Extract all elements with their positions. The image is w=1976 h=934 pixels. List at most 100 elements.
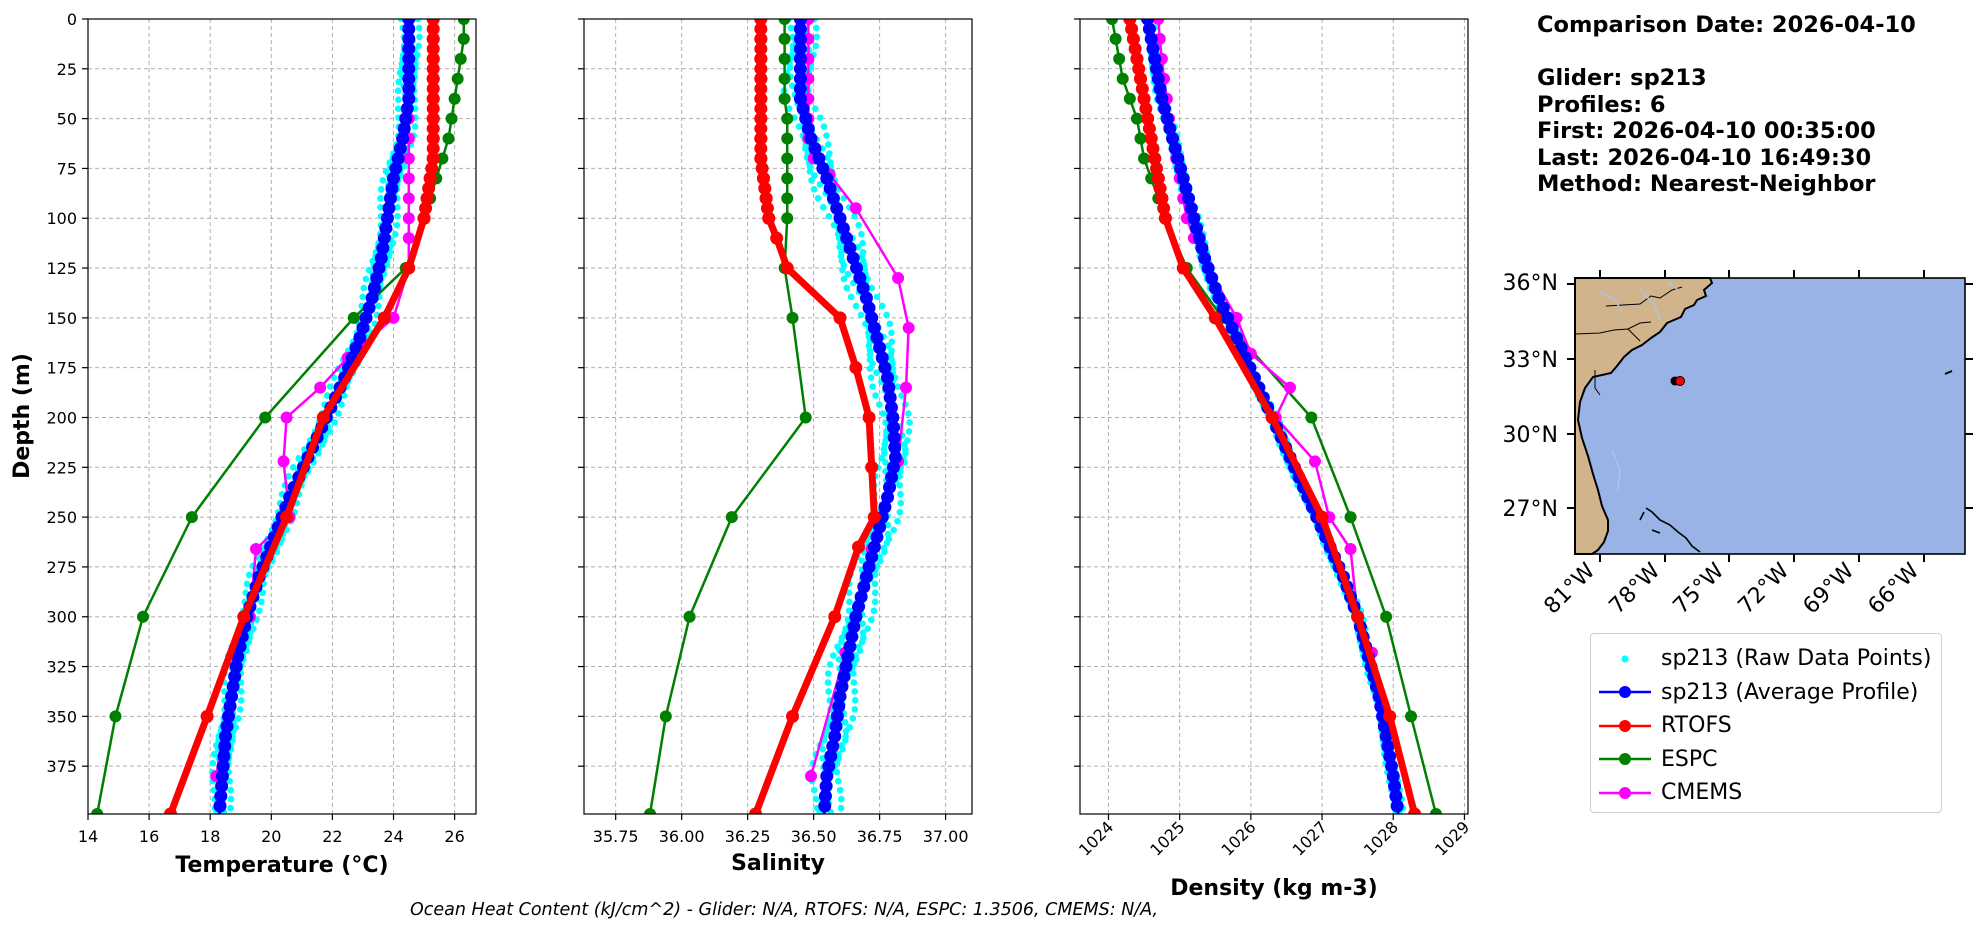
series-marker [420,191,434,205]
glider-name: Glider: sp213 [1537,65,1707,91]
series-marker [793,52,807,66]
temperature-ticks: 14 16 18 20 22 24 26 0 25 50 75 100 125 150 175 200 225 2… [46,10,464,846]
raw-data-point [840,275,848,283]
series-marker [1383,749,1397,763]
series-marker [1176,261,1190,275]
profile-count: Profiles: 6 [1537,91,1666,118]
series-marker [382,201,396,215]
x-tick-label: 36.25 [725,827,771,846]
raw-data-point [868,284,876,292]
y-tick-label: 225 [46,458,77,477]
raw-data-point [838,741,845,749]
raw-data-point [411,123,419,130]
y-tick-label: 25 [57,60,77,79]
series-marker [220,719,234,733]
series-marker [1150,161,1164,175]
series-marker [1389,789,1403,803]
raw-data-point [837,804,845,812]
series-marker [870,530,884,544]
series-marker [402,172,415,185]
series-marker [377,231,391,245]
density-frame [1079,18,1469,815]
series-marker [393,142,407,156]
series-marker [1344,511,1357,524]
series-marker [852,600,866,614]
series-marker [812,151,826,165]
series-marker [1158,102,1172,116]
series-marker [389,161,403,175]
series-marker [781,172,794,185]
map-lon-labels: 81°W 78°W 75°W 72°W 69°W 66°W [1540,558,1925,619]
raw-data-point [806,168,814,175]
raw-data-point [859,620,866,628]
lon-label: 72°W [1734,558,1795,619]
raw-data-point [414,19,422,23]
x-tick-label: 26 [444,827,464,846]
series-marker [759,191,773,205]
raw-data-point [819,203,827,211]
series-marker [402,72,416,86]
series-marker [422,181,436,195]
series-marker [754,62,768,76]
series-marker [237,610,251,624]
map-land [1574,277,1714,555]
legend-label: CMEMS [1661,780,1743,806]
series-marker [387,311,400,324]
series-marker [402,92,416,106]
series-marker [754,142,768,156]
series-marker [780,261,794,275]
legend-label: sp213 (Average Profile) [1661,679,1919,705]
raw-data-point [394,203,401,211]
raw-data-point [847,293,855,301]
series-marker [762,211,776,225]
series-marker [826,739,840,753]
series-marker [426,122,440,136]
raw-data-point [326,383,334,390]
series-marker [754,42,768,56]
map-islands [1639,507,1701,553]
raw-data-point [824,141,832,148]
series-marker [830,709,844,723]
series-marker [1190,221,1204,235]
raw-data-point [221,688,228,695]
raw-data-point [846,724,853,731]
series-marker [400,102,414,116]
y-tick-label: 75 [57,159,77,178]
raw-data-point [849,670,857,677]
raw-data-point [259,589,266,597]
raw-data-point [819,745,827,753]
raw-data-point [838,795,845,803]
raw-data-point [837,252,845,260]
series-marker [1155,191,1169,205]
series-marker [793,32,807,46]
raw-data-point [896,508,904,516]
series-marker [883,391,897,405]
raw-data-point [237,697,245,704]
series-marker [754,82,768,96]
raw-data-point [362,275,370,283]
series-marker [749,807,763,814]
raw-data-point [851,706,859,713]
x-tick-label: 1027 [1289,817,1331,859]
series-marker [1351,610,1365,624]
series-marker [859,291,873,305]
series-marker [1137,92,1151,106]
raw-data-point [377,186,385,193]
raw-data-point [860,634,867,641]
series-marker [1429,808,1442,814]
series-marker [1142,22,1156,36]
series-marker [799,112,813,126]
ocean-heat-content: Ocean Heat Content (kJ/cm^2) - Glider: N… [410,900,1159,920]
raw-data-point [227,804,234,812]
series-marker [852,540,866,554]
raw-data-point [811,172,818,179]
raw-data-point [859,248,867,256]
x-tick-label: 36.75 [857,827,903,846]
series-marker [862,301,876,315]
comparison-date: Comparison Date: 2026-04-10 [1537,12,1916,38]
series-marker [359,311,373,325]
series-marker [786,709,800,723]
lon-label: 69°W [1799,558,1860,619]
series-marker [425,161,439,175]
